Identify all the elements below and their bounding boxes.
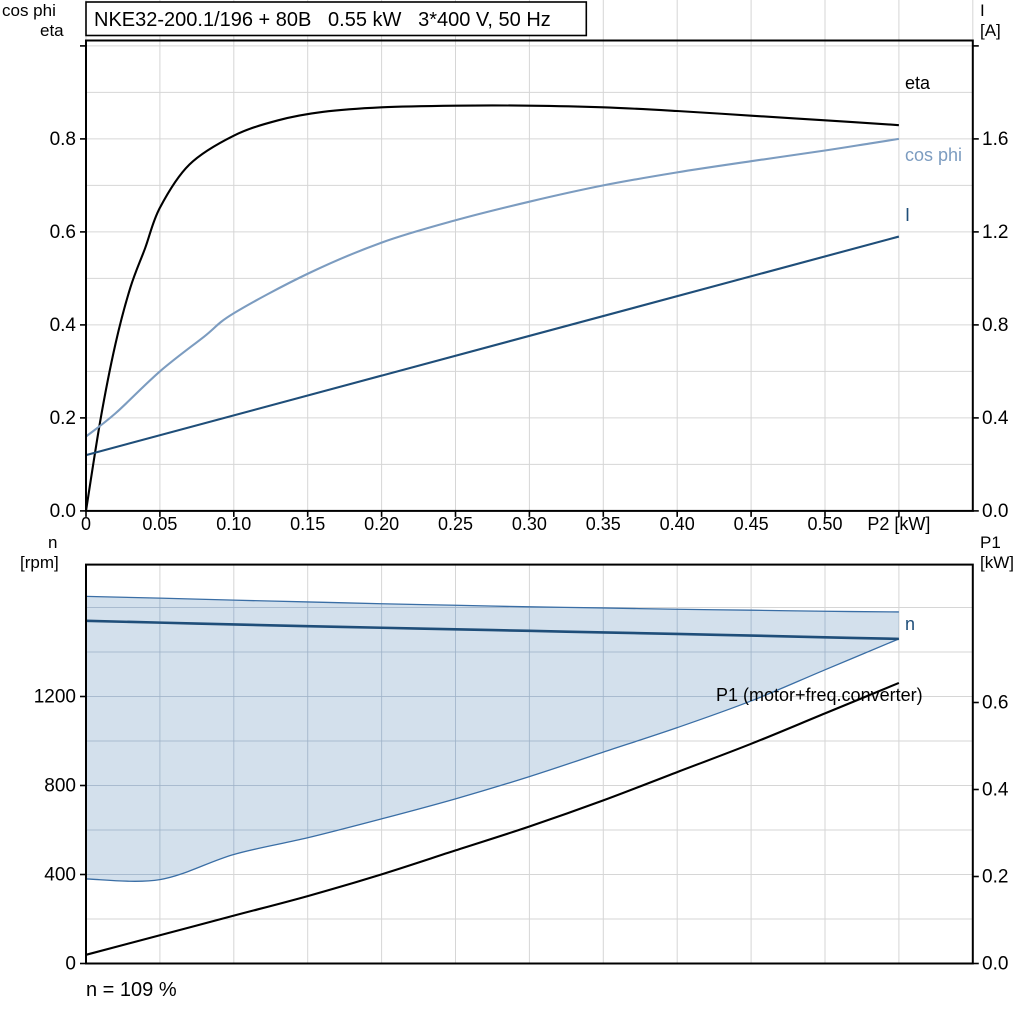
- svg-text:I: I: [905, 205, 910, 225]
- svg-text:0.0: 0.0: [982, 954, 1008, 975]
- svg-text:P1 (motor+freq.converter): P1 (motor+freq.converter): [716, 685, 923, 705]
- svg-text:P1: P1: [980, 533, 1001, 552]
- svg-text:0.8: 0.8: [50, 129, 76, 150]
- svg-text:0: 0: [65, 954, 76, 975]
- svg-text:0.0: 0.0: [982, 501, 1008, 522]
- svg-text:[kW]: [kW]: [980, 553, 1014, 572]
- svg-text:0.10: 0.10: [216, 514, 251, 534]
- svg-text:n = 109 %: n = 109 %: [86, 979, 177, 1001]
- svg-text:0.2: 0.2: [50, 408, 76, 429]
- svg-text:[A]: [A]: [980, 21, 1001, 40]
- svg-text:0.4: 0.4: [50, 315, 77, 336]
- svg-text:0.15: 0.15: [290, 514, 325, 534]
- svg-text:0.0: 0.0: [50, 501, 76, 522]
- svg-text:I: I: [980, 1, 985, 20]
- svg-text:cos phi: cos phi: [2, 1, 56, 20]
- svg-text:cos phi: cos phi: [905, 145, 962, 165]
- svg-text:0.2: 0.2: [982, 867, 1008, 888]
- svg-text:800: 800: [44, 776, 76, 797]
- svg-text:0.40: 0.40: [660, 514, 695, 534]
- svg-text:0.50: 0.50: [807, 514, 842, 534]
- svg-text:0.20: 0.20: [364, 514, 399, 534]
- svg-text:1.2: 1.2: [982, 222, 1008, 243]
- svg-text:1200: 1200: [34, 687, 76, 708]
- svg-text:[rpm]: [rpm]: [20, 553, 59, 572]
- svg-text:0.6: 0.6: [982, 693, 1008, 714]
- svg-text:eta: eta: [40, 21, 64, 40]
- svg-text:0.4: 0.4: [982, 408, 1009, 429]
- svg-text:eta: eta: [905, 73, 931, 93]
- svg-text:1.6: 1.6: [982, 129, 1008, 150]
- svg-text:0.4: 0.4: [982, 780, 1009, 801]
- svg-text:0.45: 0.45: [734, 514, 769, 534]
- svg-text:0.30: 0.30: [512, 514, 547, 534]
- svg-text:400: 400: [44, 865, 76, 886]
- svg-text:NKE32-200.1/196 + 80B 0.55 k: NKE32-200.1/196 + 80B 0.55 kW 3*400 V, 5…: [94, 9, 551, 31]
- svg-text:n: n: [48, 533, 57, 552]
- svg-text:0.05: 0.05: [142, 514, 177, 534]
- svg-text:n: n: [905, 614, 915, 634]
- svg-text:0.8: 0.8: [982, 315, 1008, 336]
- svg-text:0: 0: [81, 514, 91, 534]
- svg-text:0.6: 0.6: [50, 222, 76, 243]
- svg-text:0.35: 0.35: [586, 514, 621, 534]
- svg-text:P2 [kW]: P2 [kW]: [867, 514, 930, 534]
- svg-text:0.25: 0.25: [438, 514, 473, 534]
